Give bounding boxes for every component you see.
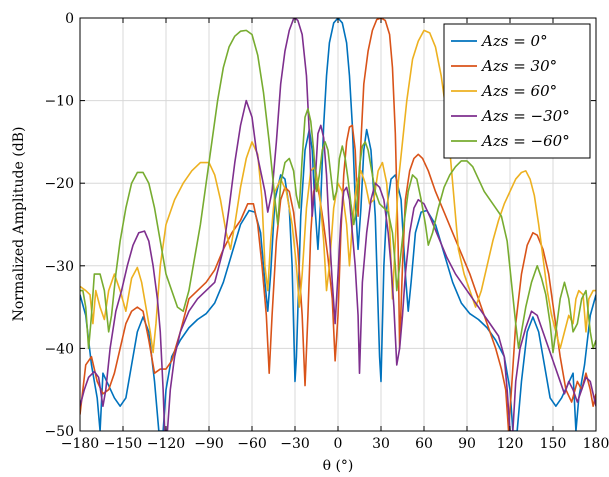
x-tick-label: −180 bbox=[61, 436, 99, 452]
series-line-1 bbox=[80, 18, 596, 431]
legend-label-3: Azs = 60° bbox=[480, 82, 557, 100]
x-tick-label: 0 bbox=[334, 436, 343, 452]
legend-label-1: Azs = 0° bbox=[480, 32, 548, 50]
legend-label-5: Azs = −60° bbox=[480, 132, 570, 150]
y-tick-label: −20 bbox=[44, 176, 74, 192]
legend-label-4: Azs = −30° bbox=[480, 107, 570, 125]
x-tick-label: −30 bbox=[280, 436, 310, 452]
y-tick-label: −50 bbox=[44, 424, 74, 440]
y-tick-label: 0 bbox=[65, 11, 74, 27]
x-tick-label: −120 bbox=[147, 436, 185, 452]
axis-ticks bbox=[79, 17, 597, 432]
series-layer bbox=[80, 18, 596, 431]
x-tick-labels: −180 −150 −120 −90 −60 −30 0 30 60 90 120 150 180 bbox=[61, 436, 609, 452]
y-tick-labels: 0 −10 −20 −30 −40 −50 bbox=[44, 11, 74, 440]
x-tick-label: −60 bbox=[237, 436, 267, 452]
x-tick-label: 90 bbox=[458, 436, 476, 452]
x-tick-label: 30 bbox=[372, 436, 390, 452]
y-tick-label: −10 bbox=[44, 94, 74, 110]
legend: Azs = 0° Azs = 30° Azs = 60° Azs = −30° Azs … bbox=[443, 23, 591, 159]
x-tick-label: 120 bbox=[497, 436, 524, 452]
x-axis-label: θ (°) bbox=[323, 458, 354, 474]
y-axis-label: Normalized Amplitude (dB) bbox=[11, 127, 27, 322]
legend-label-2: Azs = 30° bbox=[480, 57, 557, 75]
y-tick-label: −30 bbox=[44, 259, 74, 275]
series-line-5 bbox=[80, 29, 596, 354]
y-tick-label: −40 bbox=[44, 341, 74, 357]
x-tick-label: 150 bbox=[540, 436, 567, 452]
legend-box bbox=[443, 23, 591, 159]
series-line-4 bbox=[80, 18, 596, 431]
x-tick-label: 180 bbox=[583, 436, 609, 452]
x-tick-label: 60 bbox=[415, 436, 433, 452]
x-tick-label: −90 bbox=[194, 436, 224, 452]
x-tick-label: −150 bbox=[104, 436, 142, 452]
